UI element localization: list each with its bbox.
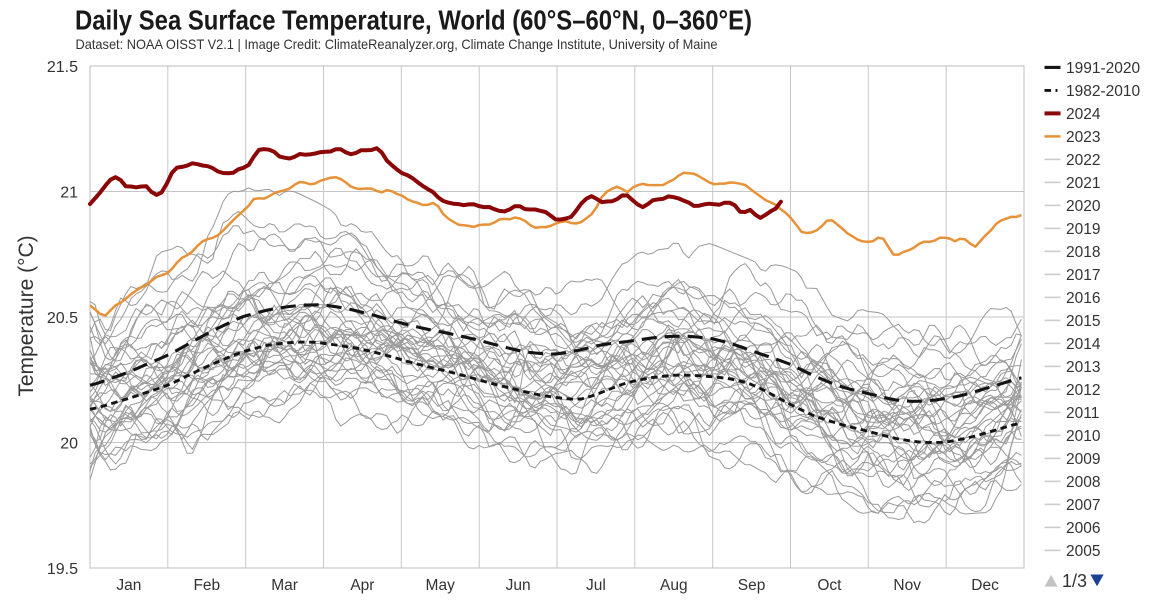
svg-text:19.5: 19.5 [47,561,78,578]
svg-text:2013: 2013 [1066,359,1100,376]
svg-text:2024: 2024 [1066,106,1101,123]
svg-text:Daily Sea Surface Temperature,: Daily Sea Surface Temperature, World (60… [75,5,752,36]
svg-text:Sep: Sep [738,577,766,594]
svg-text:Temperature (°C): Temperature (°C) [15,235,38,396]
svg-text:2008: 2008 [1066,474,1100,491]
svg-text:Oct: Oct [817,577,842,594]
svg-text:Jun: Jun [506,577,531,594]
svg-text:Jan: Jan [116,577,141,594]
svg-text:21.5: 21.5 [47,59,78,76]
svg-text:Dec: Dec [971,577,999,594]
svg-text:21: 21 [60,185,78,202]
svg-text:20: 20 [60,436,78,453]
svg-text:2018: 2018 [1066,244,1100,261]
svg-text:1/3: 1/3 [1062,571,1087,591]
svg-text:Feb: Feb [193,577,220,594]
svg-text:Nov: Nov [893,577,921,594]
svg-text:20.5: 20.5 [47,310,78,327]
svg-text:2010: 2010 [1066,428,1101,445]
svg-text:2014: 2014 [1066,336,1101,353]
svg-text:2006: 2006 [1066,520,1100,537]
svg-text:Apr: Apr [350,577,374,594]
svg-text:2012: 2012 [1066,382,1100,399]
svg-text:2005: 2005 [1066,543,1100,560]
svg-text:2009: 2009 [1066,451,1100,468]
svg-text:2022: 2022 [1066,152,1100,169]
svg-text:2017: 2017 [1066,267,1100,284]
svg-text:May: May [426,577,456,594]
svg-text:2020: 2020 [1066,198,1101,215]
svg-text:2015: 2015 [1066,313,1100,330]
svg-text:Aug: Aug [660,577,688,594]
svg-text:Mar: Mar [271,577,298,594]
svg-text:1991-2020: 1991-2020 [1066,60,1141,77]
svg-text:Jul: Jul [586,577,606,594]
svg-text:2021: 2021 [1066,175,1100,192]
svg-text:2019: 2019 [1066,221,1100,238]
svg-text:1982-2010: 1982-2010 [1066,83,1141,100]
svg-text:2011: 2011 [1066,405,1099,422]
svg-text:Dataset: NOAA OISST V2.1 | Ima: Dataset: NOAA OISST V2.1 | Image Credit:… [76,36,718,52]
svg-text:2016: 2016 [1066,290,1100,307]
svg-text:2023: 2023 [1066,129,1100,146]
svg-text:2007: 2007 [1066,497,1100,514]
